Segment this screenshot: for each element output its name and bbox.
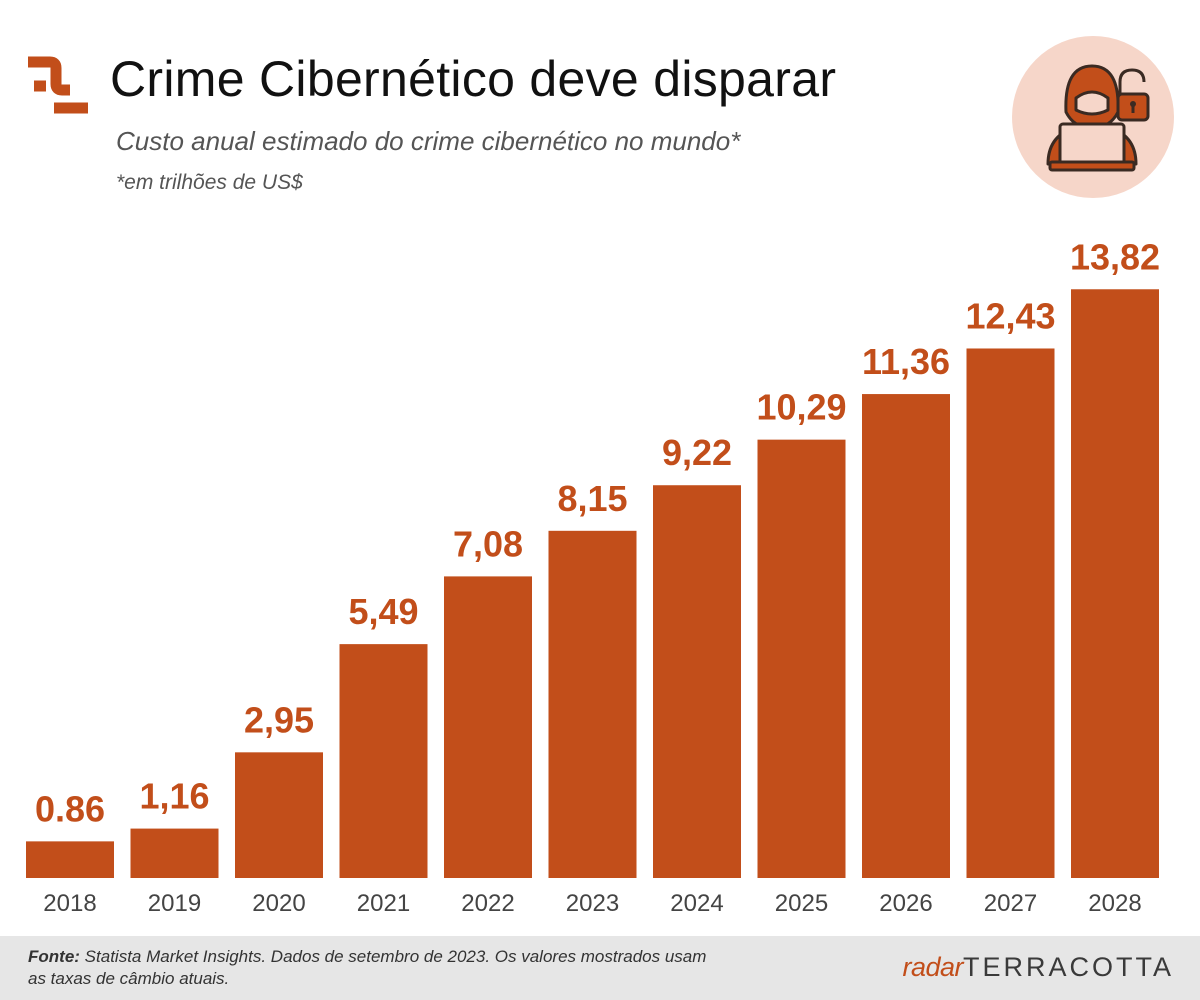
x-tick-2025: 2025 xyxy=(775,890,828,917)
x-tick-2026: 2026 xyxy=(879,890,932,917)
bar-chart: 0.86 2018 1,16 2019 2,95 2020 5,49 2021 7,08 2022… xyxy=(26,236,1160,917)
hacker-icon xyxy=(1046,64,1138,172)
brand-name: TERRACOTTA xyxy=(963,952,1174,982)
hacker-badge xyxy=(1012,36,1174,198)
value-label-2018: 0.86 xyxy=(35,788,105,829)
bar-2019 xyxy=(130,828,219,878)
bar-2018 xyxy=(26,841,114,878)
bar-2021 xyxy=(339,644,428,878)
value-label-2026: 11,36 xyxy=(862,341,950,382)
brand-prefix: radar xyxy=(902,952,963,982)
bar-2020 xyxy=(235,752,323,878)
x-tick-2020: 2020 xyxy=(252,890,305,917)
x-tick-2022: 2022 xyxy=(461,890,514,917)
chart-title: Crime Cibernético deve disparar xyxy=(110,51,837,107)
x-tick-2018: 2018 xyxy=(43,890,96,917)
bar-2024 xyxy=(653,485,741,878)
value-label-2022: 7,08 xyxy=(453,523,523,564)
bar-2023 xyxy=(548,530,637,878)
brand-wordmark: radarTERRACOTTA xyxy=(902,952,1174,983)
source-text: Statista Market Insights. Dados de setem… xyxy=(28,947,707,988)
bar-2028 xyxy=(1071,289,1159,878)
brand-logo-icon xyxy=(28,56,88,114)
x-tick-2023: 2023 xyxy=(566,890,619,917)
x-tick-2019: 2019 xyxy=(148,890,201,917)
unit-note: *em trilhões de US$ xyxy=(116,171,303,194)
footer: Fonte: Statista Market Insights. Dados d… xyxy=(0,936,1200,1000)
bar-2027 xyxy=(966,348,1055,878)
bar-2026 xyxy=(862,394,950,878)
padlock-icon xyxy=(1116,68,1150,122)
value-label-2027: 12,43 xyxy=(965,295,1055,336)
source-label: Fonte: xyxy=(28,947,80,966)
x-tick-2021: 2021 xyxy=(357,890,410,917)
x-tick-2028: 2028 xyxy=(1088,890,1141,917)
value-label-2028: 13,82 xyxy=(1070,236,1160,277)
value-label-2024: 9,22 xyxy=(662,432,732,473)
value-label-2025: 10,29 xyxy=(756,387,846,428)
chart-subtitle: Custo anual estimado do crime cibernétic… xyxy=(116,126,741,156)
bar-2025 xyxy=(757,439,846,878)
x-tick-2027: 2027 xyxy=(984,890,1037,917)
x-tick-2024: 2024 xyxy=(670,890,723,917)
bar-2022 xyxy=(444,576,532,878)
value-label-2020: 2,95 xyxy=(244,699,314,740)
value-label-2021: 5,49 xyxy=(348,591,418,632)
value-label-2019: 1,16 xyxy=(139,776,209,817)
source-note: Fonte: Statista Market Insights. Dados d… xyxy=(28,946,708,990)
value-label-2023: 8,15 xyxy=(557,478,627,519)
